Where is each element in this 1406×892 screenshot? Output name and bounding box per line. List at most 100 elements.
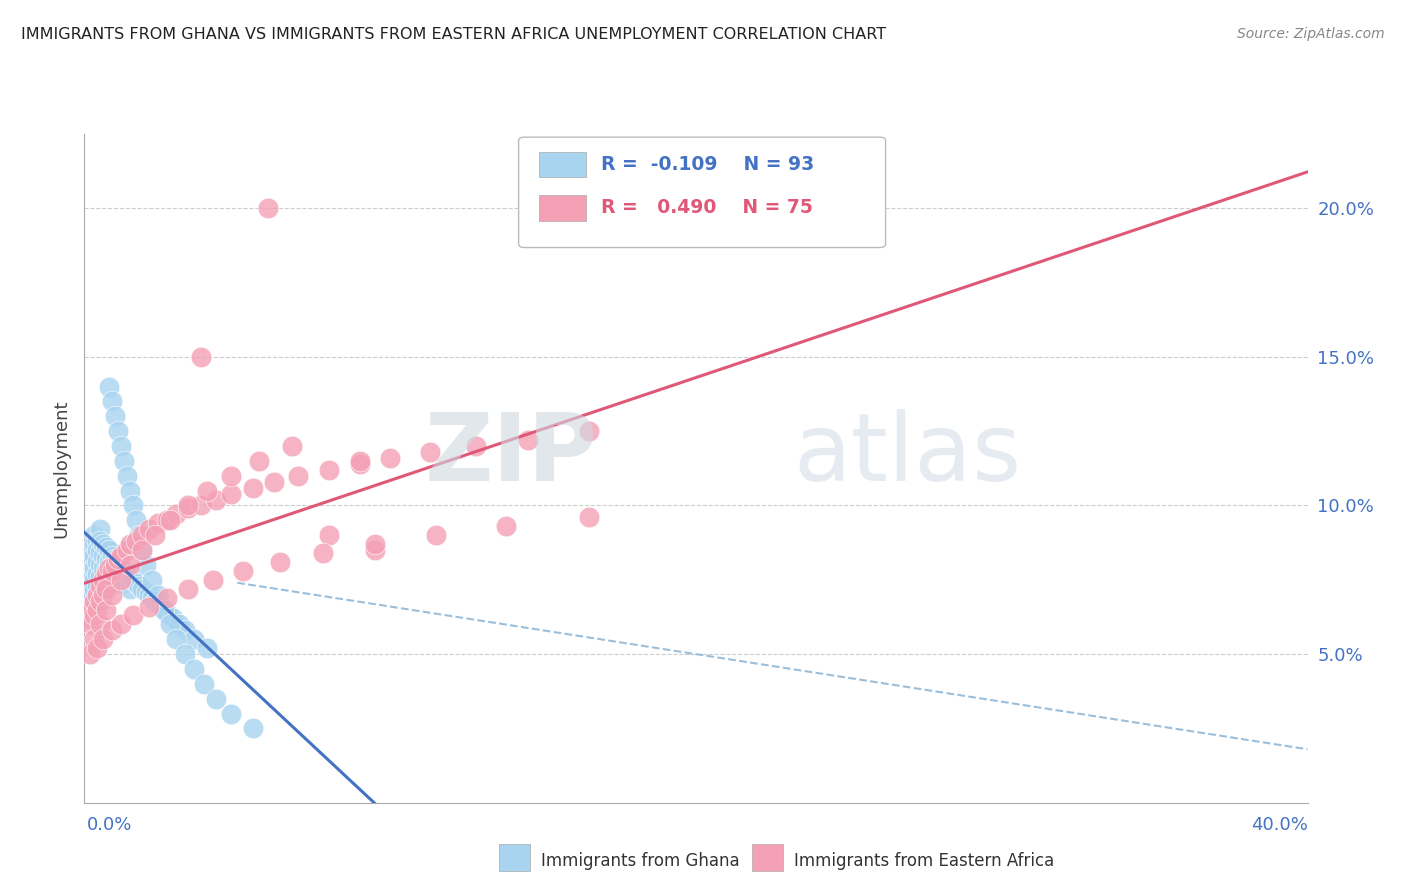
Point bbox=[190, 499, 212, 513]
Point bbox=[76, 593, 98, 607]
Point bbox=[110, 549, 132, 563]
Point bbox=[120, 483, 142, 498]
Text: Immigrants from Eastern Africa: Immigrants from Eastern Africa bbox=[794, 852, 1054, 870]
Point bbox=[112, 454, 135, 468]
Point bbox=[232, 564, 254, 578]
Point bbox=[263, 475, 285, 489]
Point bbox=[162, 611, 184, 625]
Point bbox=[83, 632, 105, 647]
Point bbox=[86, 579, 108, 593]
Point bbox=[115, 543, 138, 558]
Point bbox=[122, 499, 145, 513]
Point bbox=[115, 468, 138, 483]
Point bbox=[120, 570, 142, 584]
Point bbox=[193, 677, 215, 691]
Point bbox=[146, 588, 169, 602]
Point bbox=[167, 617, 190, 632]
Point bbox=[110, 573, 132, 587]
Point bbox=[94, 552, 117, 566]
Point bbox=[94, 566, 117, 581]
Point bbox=[201, 573, 224, 587]
Point bbox=[79, 584, 101, 599]
Point bbox=[135, 584, 157, 599]
Point bbox=[104, 552, 127, 566]
Point bbox=[125, 575, 148, 590]
Point bbox=[120, 537, 142, 551]
Point bbox=[79, 552, 101, 566]
Point bbox=[177, 499, 200, 513]
Point bbox=[89, 593, 111, 607]
Point bbox=[364, 543, 387, 558]
Point bbox=[419, 445, 441, 459]
Point bbox=[89, 546, 111, 560]
Point bbox=[177, 582, 200, 596]
Point bbox=[97, 543, 120, 558]
Bar bbox=[540, 152, 586, 178]
Point bbox=[86, 602, 108, 616]
Point bbox=[146, 516, 169, 531]
Point bbox=[190, 350, 212, 364]
Point bbox=[91, 573, 114, 587]
Point bbox=[143, 528, 166, 542]
Point bbox=[364, 537, 387, 551]
Point bbox=[205, 691, 228, 706]
Point bbox=[110, 573, 132, 587]
Point bbox=[495, 519, 517, 533]
Point bbox=[91, 549, 114, 563]
Point bbox=[165, 508, 187, 522]
Point bbox=[174, 647, 197, 661]
Point bbox=[131, 528, 153, 542]
Point bbox=[349, 457, 371, 471]
Point bbox=[76, 582, 98, 596]
Point bbox=[79, 564, 101, 578]
Bar bbox=[540, 195, 586, 221]
Point bbox=[79, 647, 101, 661]
Point bbox=[131, 543, 153, 558]
Point bbox=[86, 641, 108, 656]
Point bbox=[128, 528, 150, 542]
Point bbox=[79, 602, 101, 616]
Point bbox=[97, 555, 120, 569]
Point bbox=[83, 582, 105, 596]
Point bbox=[91, 632, 114, 647]
Point bbox=[153, 602, 176, 616]
Point bbox=[159, 617, 181, 632]
Point bbox=[76, 611, 98, 625]
Point bbox=[578, 424, 600, 438]
Point bbox=[83, 549, 105, 563]
Point bbox=[146, 597, 169, 611]
FancyBboxPatch shape bbox=[519, 137, 886, 248]
Point bbox=[104, 575, 127, 590]
Point bbox=[79, 593, 101, 607]
Point bbox=[138, 599, 160, 614]
Point bbox=[101, 624, 124, 638]
Point bbox=[89, 579, 111, 593]
Point bbox=[83, 608, 105, 623]
Point bbox=[115, 566, 138, 581]
Bar bbox=[499, 844, 530, 871]
Point bbox=[312, 546, 335, 560]
Point bbox=[83, 528, 105, 542]
Point bbox=[86, 543, 108, 558]
Point bbox=[79, 617, 101, 632]
Point bbox=[101, 558, 124, 572]
Point bbox=[94, 602, 117, 616]
Point bbox=[349, 454, 371, 468]
Point bbox=[156, 606, 179, 620]
Point bbox=[318, 463, 340, 477]
Text: 40.0%: 40.0% bbox=[1251, 816, 1308, 834]
Point bbox=[94, 564, 117, 578]
Point bbox=[578, 510, 600, 524]
Point bbox=[94, 575, 117, 590]
Point bbox=[120, 582, 142, 596]
Point bbox=[165, 632, 187, 647]
Point bbox=[138, 522, 160, 536]
Point bbox=[269, 555, 291, 569]
Point bbox=[131, 582, 153, 596]
Point bbox=[219, 706, 242, 721]
Point bbox=[89, 558, 111, 572]
Point bbox=[79, 543, 101, 558]
Point bbox=[183, 632, 205, 647]
Point bbox=[242, 481, 264, 495]
Bar bbox=[752, 844, 783, 871]
